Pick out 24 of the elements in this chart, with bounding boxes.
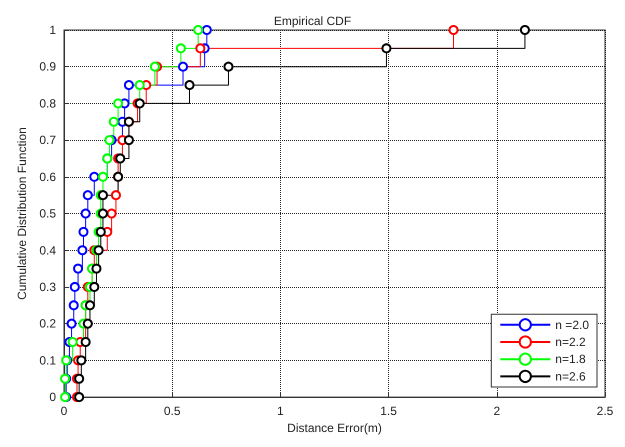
y-tick-label: 0.4: [39, 243, 56, 258]
legend-label: n=2.2: [555, 335, 586, 349]
y-tick-label: 0.8: [39, 96, 56, 110]
y-tick-label: 0.3: [39, 280, 56, 294]
y-tick-label: 0.1: [39, 353, 56, 368]
y-tick-label: 0: [49, 390, 56, 404]
x-tick-label: 2.5: [596, 404, 614, 418]
y-axis-title: Cumulative Distribution Function: [15, 127, 29, 300]
y-tick-label: 0.9: [39, 60, 56, 74]
x-tick-label: 2: [493, 404, 500, 418]
x-axis-title: Distance Error(m): [287, 421, 382, 435]
y-tick-label: 1: [49, 23, 56, 37]
legend-label: n =2.0: [555, 318, 590, 332]
legend-label: n=2.6: [555, 369, 586, 384]
chart-title: Empirical CDF: [274, 14, 352, 28]
y-tick-label: 0.7: [39, 133, 56, 148]
x-tick-label: 1: [277, 404, 284, 418]
y-tick-label: 0.2: [39, 316, 56, 331]
x-tick-label: 0.5: [164, 404, 181, 418]
x-tick-label: 1.5: [380, 404, 398, 418]
legend-label: n=1.8: [555, 352, 586, 366]
x-tick-label: 0: [60, 404, 68, 418]
y-tick-label: 0.5: [39, 206, 56, 221]
y-tick-label: 0.6: [39, 170, 56, 184]
